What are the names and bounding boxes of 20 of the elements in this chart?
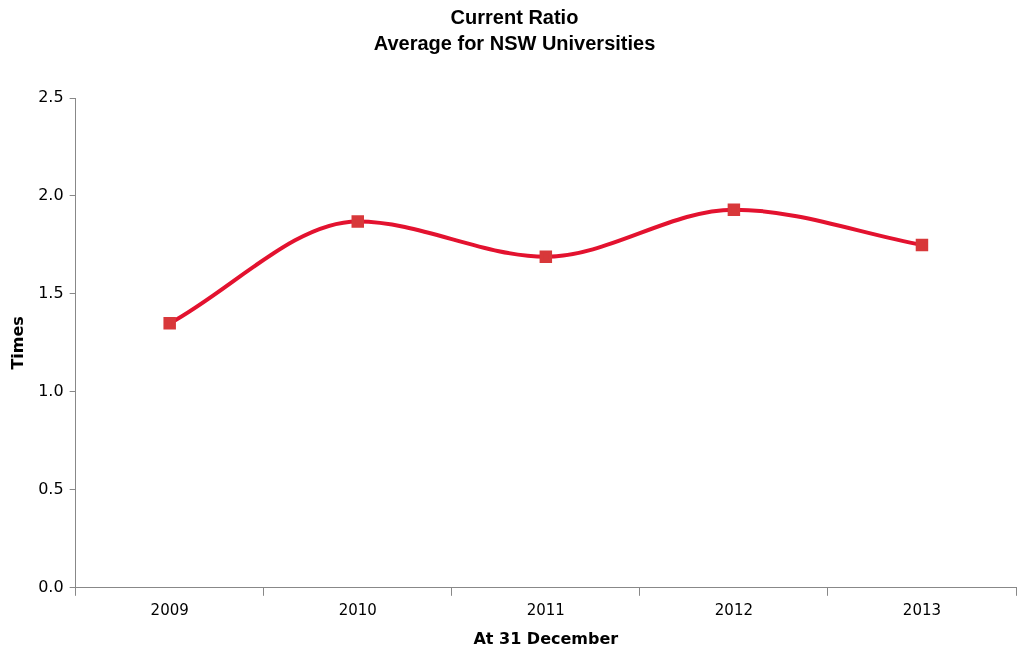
x-tick-label: 2011: [526, 600, 565, 619]
x-axis-title: At 31 December: [473, 628, 619, 648]
x-tick-label: 2010: [338, 600, 377, 619]
x-tick-label: 2013: [902, 600, 942, 619]
chart-subtitle: Average for NSW Universities: [373, 31, 656, 54]
x-tick-label: 2009: [150, 600, 189, 619]
y-tick-label: 1.0: [38, 381, 64, 401]
point: [539, 250, 553, 263]
y-tick-label: 0.5: [38, 479, 64, 498]
chart-title: Current Ratio: [450, 5, 579, 28]
y-axis-title: Times: [7, 316, 27, 370]
y-tick-label: 2.5: [38, 87, 64, 107]
point: [163, 317, 176, 330]
y-tick-label: 0.0: [38, 576, 64, 596]
y-tick-label: 2.0: [38, 185, 64, 205]
y-tick-label: 1.5: [38, 283, 64, 303]
point: [727, 203, 741, 216]
x-tick-label: 2012: [714, 600, 753, 619]
point: [351, 215, 364, 228]
point: [915, 238, 929, 252]
